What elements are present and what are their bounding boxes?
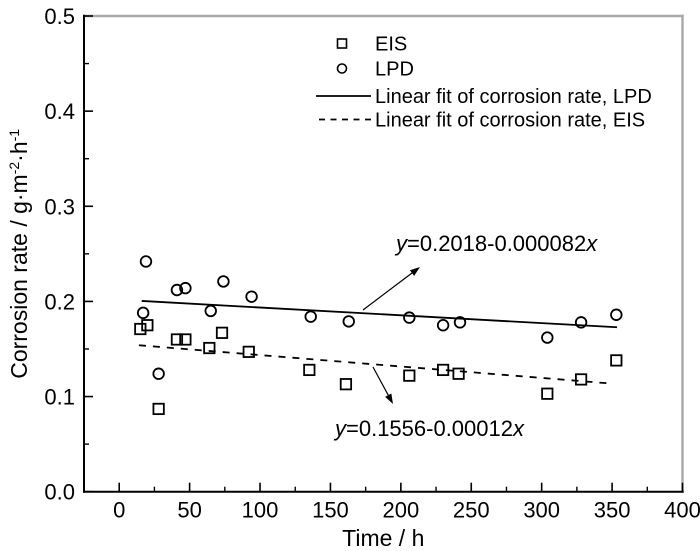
y-tick-label: 0.2 [44, 289, 75, 314]
eis-point [436, 363, 450, 377]
annotation-arrow-line [372, 366, 389, 396]
eis-point [179, 333, 192, 346]
lpd-point [136, 306, 150, 320]
fit-equation-label: y=0.2018-0.000082x [394, 231, 598, 256]
x-tick-label: 200 [382, 498, 419, 523]
eis-point [134, 322, 147, 336]
y-tick-label: 0.0 [44, 480, 75, 505]
lpd-point [541, 331, 554, 344]
y-tick-label: 0.5 [44, 4, 75, 29]
lpd-fit-line [141, 300, 618, 329]
annotation-arrow-line [362, 272, 413, 311]
x-axis-title: Time / h [342, 525, 424, 551]
lpd-point [436, 319, 450, 332]
eis-point [170, 333, 184, 346]
x-tick-label: 50 [177, 498, 201, 523]
annotation-arrowhead [385, 393, 393, 404]
legend-circle-marker [336, 63, 348, 74]
lpd-point [610, 308, 623, 321]
legend-square-marker [336, 38, 348, 49]
lpd-point [342, 315, 355, 328]
x-tick-label: 400 [664, 498, 700, 523]
x-tick-label: 150 [312, 498, 349, 523]
lpd-point [403, 311, 416, 324]
eis-point [541, 387, 554, 400]
legend-item-label: Linear fit of corrosion rate, LPD [375, 86, 652, 108]
eis-point [203, 341, 216, 355]
legend-item-label: LPD [375, 59, 414, 81]
eis-fit-line [138, 344, 611, 385]
x-tick-label: 100 [242, 498, 279, 523]
legend-item-label: Linear fit of corrosion rate, EIS [375, 110, 645, 132]
eis-point [141, 319, 154, 332]
lpd-point [179, 281, 192, 295]
lpd-point [574, 316, 588, 329]
y-tick-label: 0.3 [44, 194, 75, 219]
lpd-point [453, 316, 467, 329]
lpd-point [245, 290, 258, 303]
x-tick-label: 250 [453, 498, 490, 523]
eis-point [403, 369, 416, 382]
y-axis-title: Corrosion rate / g·m-2·h-1 [6, 129, 32, 379]
lpd-point [152, 367, 165, 380]
x-tick-label: 350 [594, 498, 631, 523]
y-tick-label: 0.1 [44, 385, 75, 410]
y-tick-label: 0.4 [44, 99, 75, 124]
x-tick-label: 0 [113, 498, 125, 523]
fit-equation-label: y=0.1556-0.00012x [333, 416, 525, 441]
eis-point [215, 326, 229, 339]
lpd-point [304, 310, 317, 323]
lpd-point [204, 304, 217, 318]
legend-item-label: EIS [375, 34, 407, 56]
eis-point [242, 345, 255, 358]
eis-point [303, 363, 316, 377]
lpd-point [139, 255, 153, 268]
lpd-point [217, 275, 230, 288]
annotation-arrowhead [409, 267, 420, 276]
x-tick-label: 300 [523, 498, 560, 523]
eis-point [575, 373, 588, 386]
lpd-point [170, 283, 184, 297]
eis-point [339, 378, 353, 391]
eis-point [452, 367, 465, 380]
eis-point [610, 354, 623, 367]
eis-point [152, 402, 165, 416]
